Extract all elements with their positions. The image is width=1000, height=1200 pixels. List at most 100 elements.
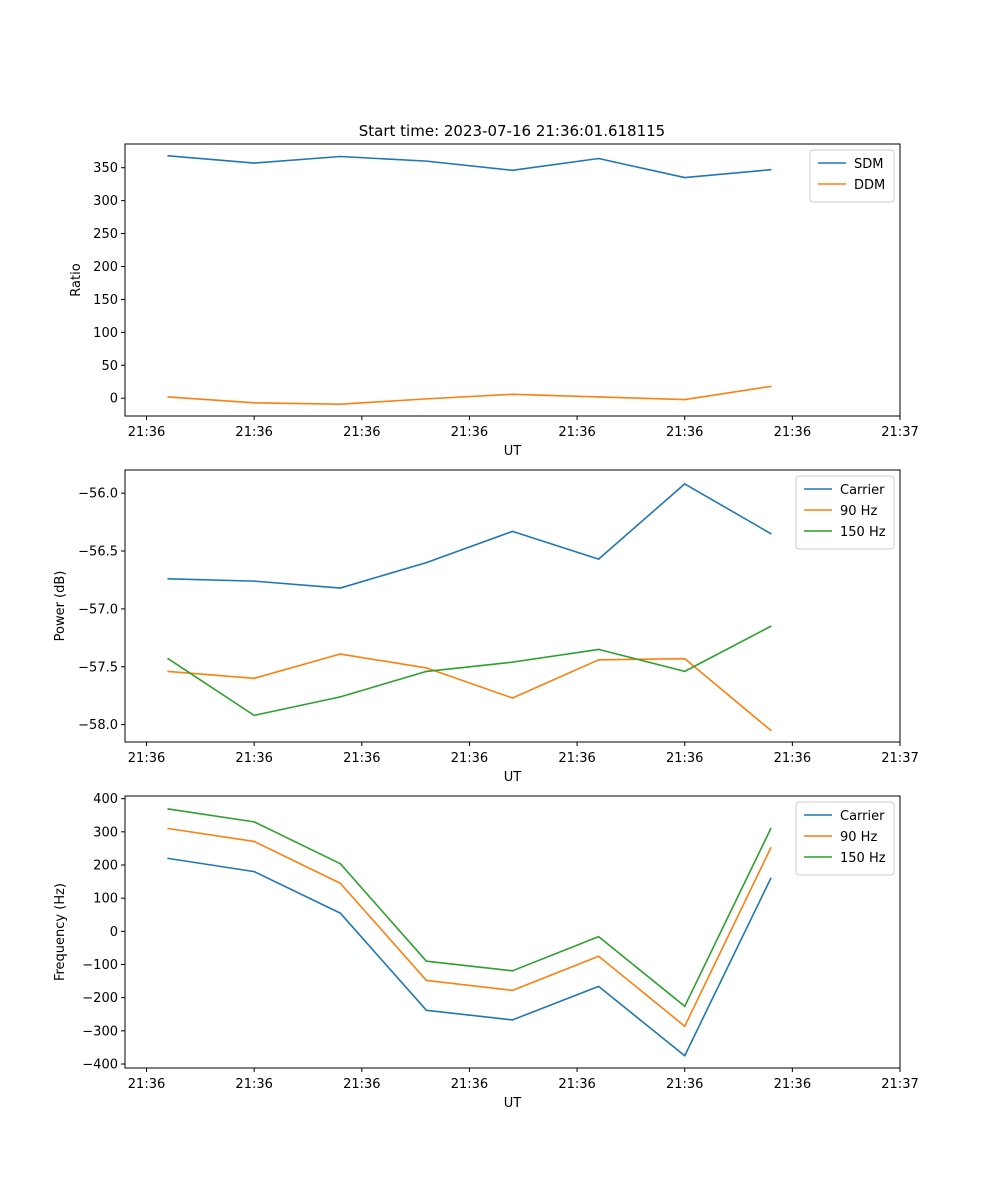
- ratio-x-tick-label: 21:36: [558, 425, 595, 440]
- power-y-tick-label: −57.5: [78, 660, 118, 675]
- ratio-series-sdm-point: [597, 157, 600, 160]
- power-x-tick-label: 21:36: [128, 751, 165, 766]
- power-y-tick-label: −56.5: [78, 545, 118, 560]
- power-legend-label-90-hz: 90 Hz: [840, 504, 877, 519]
- ratio-x-tick-label: 21:36: [343, 425, 380, 440]
- frequency-x-tick-label: 21:36: [558, 1077, 595, 1092]
- frequency-y-tick-label: 0: [110, 925, 118, 940]
- power-series-90-hz-point: [339, 653, 342, 655]
- frequency-series-90-hz-line: [167, 827, 772, 1028]
- frequency-series-90-hz-point: [425, 979, 428, 982]
- power-x-tick-label: 21:36: [235, 751, 272, 766]
- power-series-150-hz-line: [167, 625, 772, 717]
- frequency-series-carrier-point: [253, 870, 255, 873]
- power-series-carrier-point: [770, 532, 772, 535]
- ratio-y-tick-label: 50: [101, 359, 118, 374]
- ratio-series-sdm-point: [683, 176, 686, 179]
- power-x-axis-label: UT: [504, 770, 522, 785]
- frequency-series-150-hz-point: [425, 960, 428, 962]
- power-x-tick-label: 21:36: [451, 751, 488, 766]
- ratio-legend-label-ddm: DDM: [854, 178, 885, 193]
- power-series-90-hz-point: [683, 657, 686, 660]
- power-series-150-hz-point: [683, 670, 686, 673]
- ratio-x-tick-label: 21:36: [666, 425, 703, 440]
- frequency-series-90-hz-point: [253, 840, 255, 843]
- frequency-series-150-hz-line: [167, 808, 772, 1008]
- frequency-series-carrier-point: [167, 857, 169, 860]
- frequency-y-tick-label: 200: [93, 858, 118, 873]
- frequency-series-150-hz-point: [339, 862, 342, 865]
- ratio-series-sdm-point: [770, 168, 772, 171]
- power-legend-label-150-hz: 150 Hz: [840, 525, 886, 540]
- ratio-series-ddm-point: [339, 403, 342, 405]
- frequency-series-carrier-point: [425, 1009, 428, 1012]
- ratio-series-sdm-point: [511, 169, 514, 172]
- power-legend-label-carrier: Carrier: [840, 483, 885, 498]
- power-series-150-hz-point: [597, 648, 600, 651]
- frequency-legend-label-carrier: Carrier: [840, 809, 885, 824]
- frequency-y-tick-label: −200: [82, 991, 118, 1006]
- ratio-x-tick-label: 21:36: [128, 425, 165, 440]
- power-series-150-hz-point: [511, 661, 514, 663]
- frequency-x-tick-label: 21:36: [235, 1077, 272, 1092]
- power-x-tick-label: 21:36: [774, 751, 811, 766]
- power-series-carrier-point: [683, 483, 686, 485]
- frequency-x-tick-label: 21:36: [343, 1077, 380, 1092]
- power-x-tick-label: 21:37: [881, 751, 918, 766]
- frequency-y-tick-label: −100: [82, 958, 118, 973]
- frequency-x-tick-label: 21:36: [451, 1077, 488, 1092]
- ratio-series-ddm-point: [597, 396, 600, 398]
- frequency-series-150-hz-point: [511, 970, 514, 972]
- ratio-series-ddm-point: [425, 398, 428, 400]
- frequency-y-tick-label: −300: [82, 1024, 118, 1039]
- frequency-y-axis-label: Frequency (Hz): [53, 883, 68, 981]
- frequency-series-150-hz-point: [683, 1005, 686, 1008]
- ratio-series-ddm-point: [511, 393, 514, 396]
- power-series-90-hz-point: [253, 677, 255, 680]
- power-x-tick-label: 21:36: [343, 751, 380, 766]
- frequency-x-tick-label: 21:36: [666, 1077, 703, 1092]
- ratio-y-tick-label: 150: [93, 293, 118, 308]
- power-y-axis-label: Power (dB): [53, 571, 68, 642]
- power-series-150-hz-point: [425, 670, 428, 673]
- ratio-series-sdm-point: [167, 155, 169, 157]
- power-series-carrier-point: [253, 580, 255, 582]
- frequency-x-tick-label: 21:36: [128, 1077, 165, 1092]
- ratio-x-tick-label: 21:36: [235, 425, 272, 440]
- frequency-series-90-hz-point: [511, 989, 514, 992]
- ratio-y-tick-label: 250: [93, 227, 118, 242]
- power-series-150-hz-point: [339, 696, 342, 698]
- frequency-series-150-hz-point: [253, 821, 255, 823]
- power-series-carrier-point: [167, 578, 169, 580]
- power-series-90-hz-point: [511, 697, 514, 699]
- frequency-y-tick-label: 300: [93, 825, 118, 840]
- ratio-series-ddm-point: [253, 402, 255, 404]
- frequency-series-carrier-point: [511, 1019, 514, 1021]
- frequency-series-150-hz-point: [597, 935, 600, 938]
- power-series-carrier-point: [339, 587, 342, 589]
- frequency-legend-label-150-hz: 150 Hz: [840, 851, 886, 866]
- ratio-series-ddm-point: [770, 385, 772, 388]
- frequency-series-90-hz-point: [167, 827, 169, 830]
- ratio-y-tick-label: 300: [93, 194, 118, 209]
- ratio-y-axis-label: Ratio: [69, 263, 84, 296]
- ratio-x-tick-label: 21:36: [774, 425, 811, 440]
- power-series-90-hz-point: [770, 729, 772, 732]
- power-panel: 21:36 21:36 21:36 21:36 21:36 21:36 21:36 21:37…: [53, 469, 919, 785]
- power-plot-frame: [124, 469, 901, 743]
- ratio-y-tick-label: 350: [93, 161, 118, 176]
- ratio-panel: 21:36 21:36 21:36 21:36 21:36 21:36 21:36 21:37…: [69, 143, 919, 459]
- ratio-y-tick-label: 200: [93, 260, 118, 275]
- ratio-series-sdm-line: [167, 155, 771, 179]
- ratio-x-axis-label: UT: [504, 444, 522, 459]
- ratio-x-tick-label: 21:37: [881, 425, 918, 440]
- ratio-series-ddm-point: [167, 396, 169, 398]
- frequency-series-carrier-point: [339, 912, 342, 914]
- frequency-series-90-hz-point: [770, 846, 772, 849]
- frequency-plot-frame: [124, 795, 901, 1069]
- ratio-y-tick-label: 0: [110, 392, 118, 407]
- frequency-series-90-hz-point: [683, 1025, 686, 1028]
- frequency-x-axis-label: UT: [504, 1096, 522, 1111]
- frequency-y-tick-label: −400: [82, 1058, 118, 1073]
